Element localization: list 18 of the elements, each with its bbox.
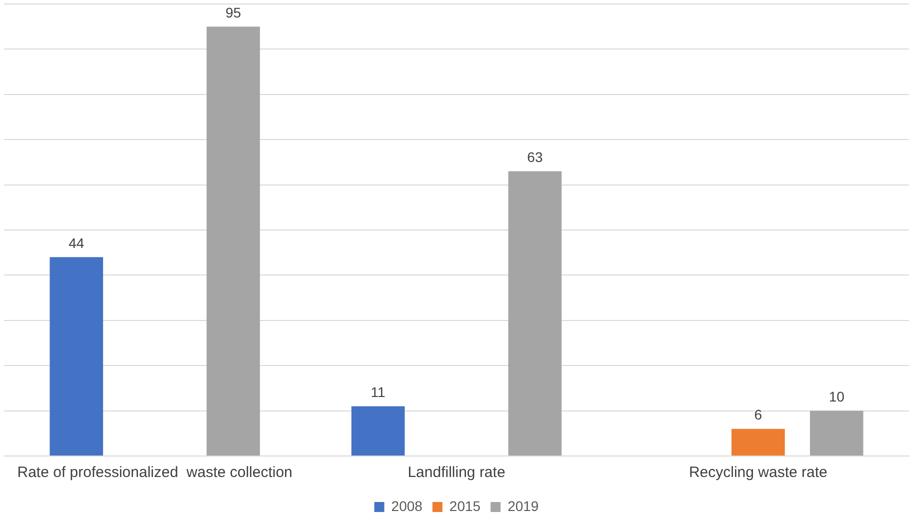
legend-label: 2008 <box>391 498 423 514</box>
data-label: 44 <box>68 234 84 251</box>
legend-label: 2015 <box>449 498 481 514</box>
bar <box>50 257 104 456</box>
bar <box>206 26 260 456</box>
bar <box>351 406 405 456</box>
legend-label: 2019 <box>508 498 539 514</box>
bar <box>810 410 864 456</box>
data-label: 10 <box>828 388 845 405</box>
data-label: 6 <box>754 406 762 423</box>
bar <box>508 171 562 456</box>
bar <box>732 428 785 456</box>
data-label: 95 <box>225 4 242 20</box>
x-tick-label: Landfilling rate <box>408 464 506 482</box>
x-tick-label: Rate of professionalized waste collection <box>17 464 292 482</box>
x-tick-label: Recycling waste rate <box>688 464 828 482</box>
data-label: 63 <box>527 149 543 166</box>
data-label: 11 <box>370 384 386 400</box>
